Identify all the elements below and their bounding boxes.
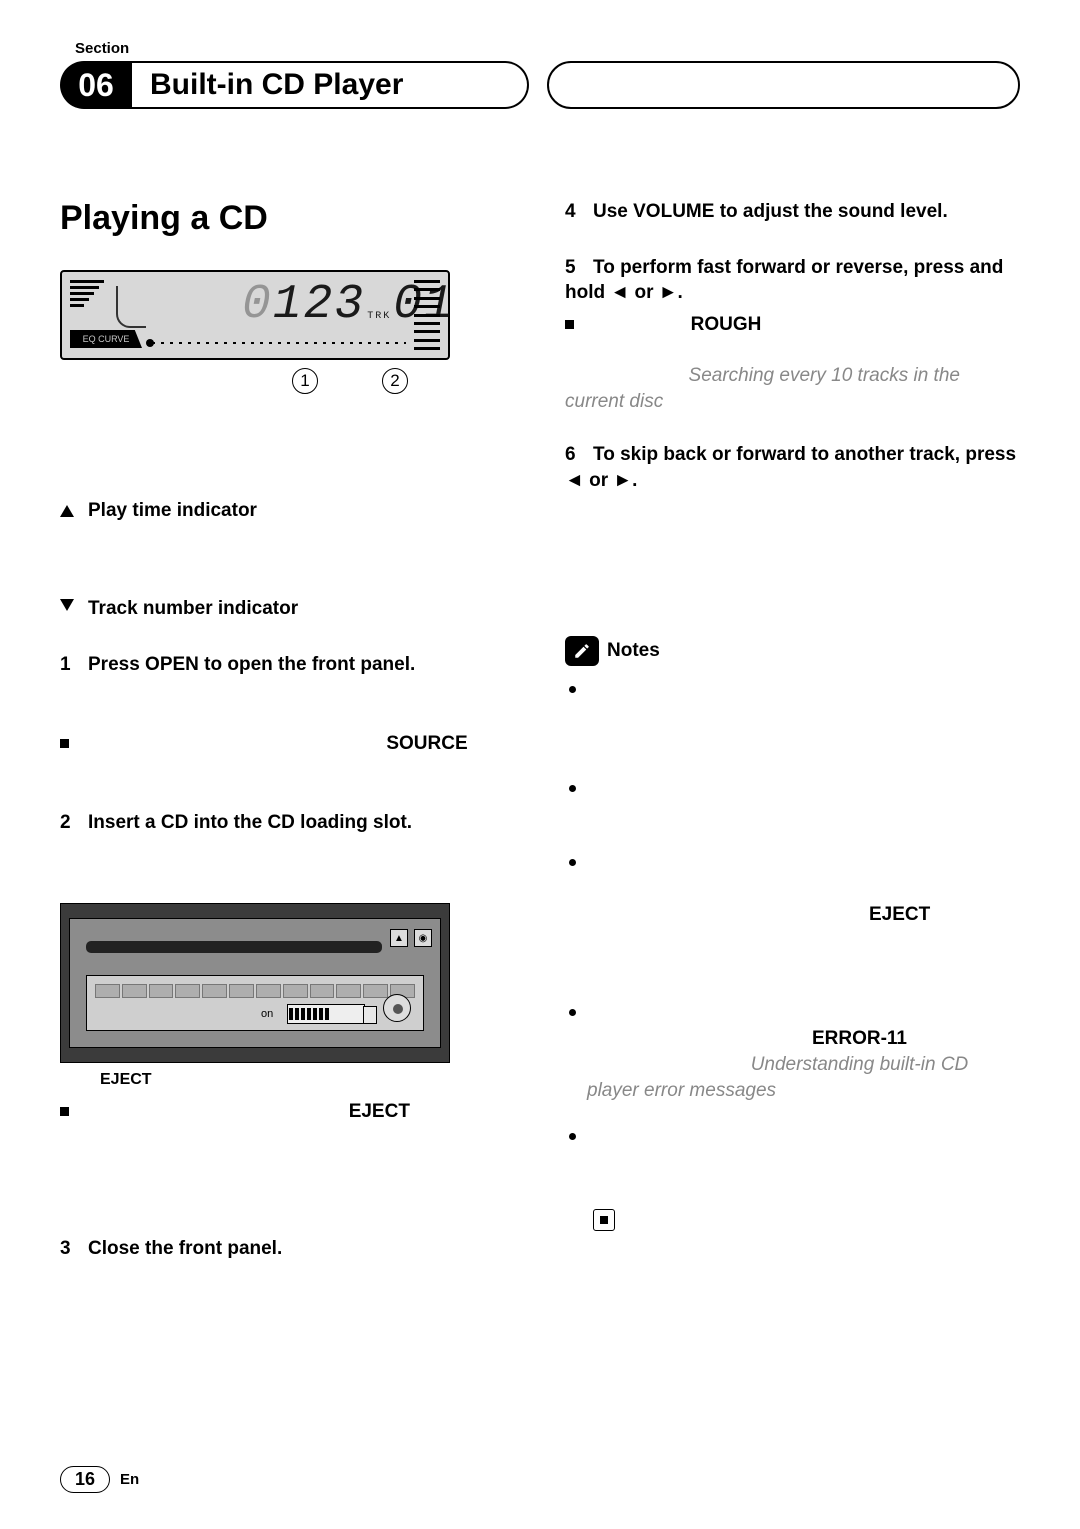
trk-label: TRK (367, 311, 391, 322)
page-footer: 16 En (60, 1466, 139, 1493)
step-6: 6To skip back or forward to another trac… (565, 442, 1020, 596)
indicator-tracknum: Track number indicator (60, 598, 515, 620)
indicator-tracknum-title: Track number indicator (88, 598, 298, 619)
header-empty-pill (547, 61, 1020, 109)
note-5: When the CD loading or ejecting function… (565, 1125, 1020, 1231)
right-bars-icon (414, 280, 440, 350)
step-6-l1: Pressing ► skips to the start of the nex… (565, 496, 952, 517)
step-3: 3Close the front panel. (60, 1236, 515, 1262)
step-2-sub2: To avoid a malfunction, make sure that n… (60, 1131, 515, 1208)
square-bullet-icon (60, 1107, 69, 1116)
callout-2: 2 (382, 368, 408, 394)
cd-slot (86, 941, 382, 953)
right-column: 4Use VOLUME to adjust the sound level. 5… (565, 199, 1020, 1290)
section-end-icon (593, 1209, 615, 1231)
header-row: 06 Built-in CD Player (60, 61, 1020, 109)
cd-unit-illustration: ▲ ◉ on (60, 903, 515, 1063)
step-4: 4Use VOLUME to adjust the sound level. (565, 199, 1020, 225)
eject-label-inline: EJECT (349, 1101, 410, 1122)
step-6-l2: Pressing ◄ once skips to the start of th… (565, 521, 970, 568)
lcd-digits: 0 123 TRK 01 (242, 278, 406, 332)
step-2-head: Insert a CD into the CD loading slot. (88, 812, 412, 833)
music-note-icon (116, 286, 146, 328)
note-1: The built-in CD player plays one standar… (565, 678, 1020, 755)
step-2-sub1: You can eject a CD by pressing EJECT. (60, 1099, 515, 1125)
disc-icon: ◉ (414, 929, 432, 947)
step-4-head: Use VOLUME to adjust the sound level. (593, 201, 948, 222)
progress-dots (152, 342, 406, 344)
level-bars-icon (70, 280, 104, 320)
triangle-up-icon (60, 505, 74, 517)
page-number: 16 (60, 1466, 110, 1493)
indicator-playtime: Play time indicator Shows the elapsed pl… (60, 500, 515, 548)
indicator-playtime-title: Play time indicator (88, 500, 257, 521)
callout-1: 1 (292, 368, 318, 394)
step-1-sub: After a CD has been inserted, press SOUR… (60, 731, 515, 782)
indicator-playtime-desc: Shows the elapsed playing time of the cu… (60, 522, 515, 548)
source-label: SOURCE (386, 733, 467, 754)
square-bullet-icon (60, 739, 69, 748)
disc-up-icon: ▲ (390, 929, 408, 947)
step-6-l3: Pressing again will skip to the previous… (565, 573, 943, 594)
square-bullet-icon (565, 320, 574, 329)
triangle-down-icon (60, 599, 74, 611)
mini-button (363, 1006, 377, 1024)
notes-title: Notes (607, 640, 660, 662)
button-row (95, 984, 415, 998)
notes-pencil-icon (565, 636, 599, 666)
cd-display-illustration: EQ CURVE 0 123 TRK 01 (60, 270, 450, 360)
eject-inline: EJECT (869, 904, 930, 925)
step-5-head: To perform fast forward or reverse, pres… (565, 257, 1003, 304)
step-3-head: Close the front panel. (88, 1238, 282, 1259)
error-code: ERROR-11 (812, 1028, 907, 1049)
step-1: 1Press OPEN to open the front panel. CD … (60, 652, 515, 703)
eject-caption: EJECT (100, 1071, 515, 1089)
chapter-pill: 06 Built-in CD Player (60, 61, 529, 109)
step-1-body: CD loading slot appears. (60, 679, 268, 700)
square-bullet-icon (60, 1139, 69, 1148)
digit-dim: 0 (242, 278, 273, 332)
language-code: En (120, 1471, 139, 1488)
eq-curve-badge: EQ CURVE (70, 330, 142, 348)
step-6-head: To skip back or forward to another track… (565, 444, 1016, 491)
cd-unit: ▲ ◉ on (60, 903, 450, 1063)
digit-time: 123 (273, 278, 365, 332)
note-4: If the built-in CD player does not opera… (565, 1001, 1020, 1104)
volume-knob-icon (383, 994, 411, 1022)
chapter-title: Built-in CD Player (150, 68, 403, 102)
step-5-sub: If you select ROUGH, pressing and holdin… (565, 312, 1020, 415)
chapter-title-wrap: Built-in CD Player (132, 61, 529, 109)
step-2-body: Playback will start automatically. (60, 838, 331, 859)
section-label: Section (75, 40, 1020, 57)
step-5: 5To perform fast forward or reverse, pre… (565, 255, 1020, 306)
rough-label: ROUGH (691, 314, 762, 335)
chapter-number: 06 (60, 61, 132, 109)
note-3: If you cannot insert a disc completely o… (565, 851, 1020, 979)
seg-display (287, 1004, 365, 1024)
step-1-head: Press OPEN to open the front panel. (88, 654, 415, 675)
step-2: 2Insert a CD into the CD loading slot. P… (60, 810, 515, 861)
on-label: on (261, 1008, 273, 1020)
page-heading: Playing a CD (60, 199, 515, 238)
note-2: Do not insert anything other than a CD i… (565, 777, 1020, 828)
notes-header: Notes (565, 636, 1020, 666)
content-columns: Playing a CD EQ CURVE 0 123 TRK 01 1 2 P… (60, 199, 1020, 1290)
left-column: Playing a CD EQ CURVE 0 123 TRK 01 1 2 P… (60, 199, 515, 1290)
